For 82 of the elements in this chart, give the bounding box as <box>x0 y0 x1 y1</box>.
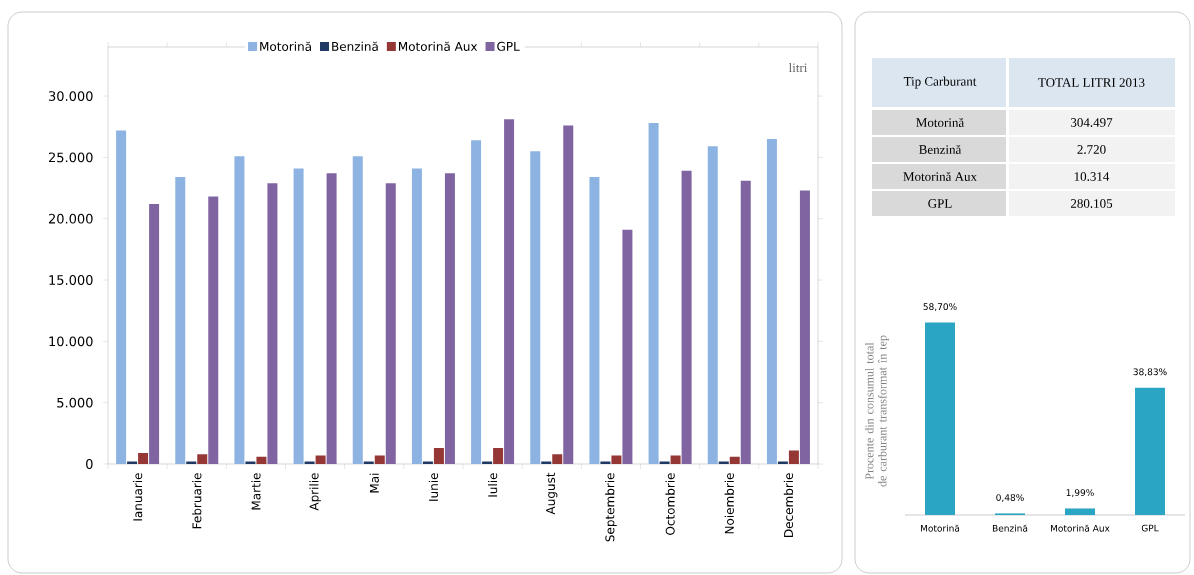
bar <box>799 190 810 464</box>
text: 304.497 <box>1071 118 1113 127</box>
bar <box>504 119 515 464</box>
legend-label: Motorină Aux <box>399 41 478 52</box>
y-tick-label: 25.000 <box>48 152 93 163</box>
bar <box>493 448 504 464</box>
x-tick-label: Iunie <box>428 473 439 501</box>
bar <box>925 322 955 515</box>
x-tick-label: Septembrie <box>605 473 617 542</box>
y-tick-label: 30.000 <box>48 91 93 101</box>
bar <box>293 168 304 464</box>
bar <box>385 183 396 464</box>
bar <box>267 183 278 464</box>
bar <box>740 180 751 464</box>
bar <box>766 138 777 464</box>
bar <box>197 454 208 464</box>
bar <box>234 156 245 464</box>
bar <box>444 173 455 464</box>
bar <box>707 146 718 464</box>
bar <box>315 455 326 464</box>
x-tick-label: Iulie <box>487 473 498 497</box>
text: TOTAL LITRI 2013 <box>1038 78 1145 87</box>
legend-label: Motorină <box>260 41 311 52</box>
bar <box>563 125 574 464</box>
bar <box>175 177 186 464</box>
category-label: GPL <box>928 199 952 208</box>
text: Tip Carburant <box>903 76 977 89</box>
y-tick-label: 5.000 <box>57 397 93 408</box>
x-tick-label: Decembrie <box>783 473 794 537</box>
x-tick-label: Noiembrie <box>724 473 734 534</box>
x-tick-label: Octombrie <box>665 473 675 535</box>
bar <box>352 156 363 464</box>
bar <box>670 455 681 464</box>
text: 2.720 <box>1077 145 1106 154</box>
y-tick-label: 10.000 <box>49 336 93 347</box>
y-tick-label: 0 <box>86 459 93 469</box>
bar <box>326 173 337 464</box>
bar <box>681 170 692 464</box>
x-tick-label: Martie <box>251 473 261 510</box>
bar <box>471 140 482 464</box>
x-tick-label: August <box>546 472 558 515</box>
bar <box>116 130 127 464</box>
x-tick-label: Februarie <box>192 473 202 529</box>
data-label: 38,83% <box>1133 368 1167 377</box>
x-tick-label: Motorină Aux <box>1050 524 1110 532</box>
bar <box>648 123 659 464</box>
bar <box>411 168 422 464</box>
annotation: litri <box>788 63 808 73</box>
data-label: 1,99% <box>1066 489 1094 497</box>
bar <box>611 455 622 464</box>
data-label: 0,48% <box>996 494 1024 502</box>
bar <box>1065 508 1095 515</box>
bar <box>1135 387 1165 515</box>
bar <box>433 448 444 464</box>
x-tick-label: Benzină <box>992 524 1028 532</box>
data-label: 58,70% <box>923 303 957 311</box>
y-tick-label: 20.000 <box>48 213 93 224</box>
legend-label: Benzină <box>332 41 378 52</box>
x-tick-label: Aprilie <box>309 473 321 511</box>
x-tick-label: GPL <box>1141 524 1159 532</box>
text: 280.105 <box>1070 199 1113 208</box>
bar <box>138 452 149 464</box>
x-tick-label: Ianuarie <box>132 473 143 521</box>
bar <box>589 177 600 464</box>
bar <box>622 229 633 464</box>
x-tick-label: Motorină <box>921 524 960 532</box>
bar <box>374 455 385 464</box>
y-tick-label: 15.000 <box>49 275 93 285</box>
bar <box>729 456 740 464</box>
bar <box>149 203 160 464</box>
category-label: Benzină <box>919 144 962 154</box>
text: 10.314 <box>1074 172 1110 181</box>
bar <box>552 454 563 464</box>
bar <box>788 450 799 464</box>
bar <box>530 151 541 464</box>
category-label: Motorină Aux <box>903 171 977 181</box>
category-label: Motorină <box>916 117 965 127</box>
legend-label: GPL <box>497 41 520 51</box>
bar <box>256 456 267 464</box>
x-tick-label: Mai <box>369 473 379 493</box>
bar <box>208 196 219 464</box>
y-axis-title: Procente din consumul total de carburant transformat în tep <box>865 335 889 487</box>
